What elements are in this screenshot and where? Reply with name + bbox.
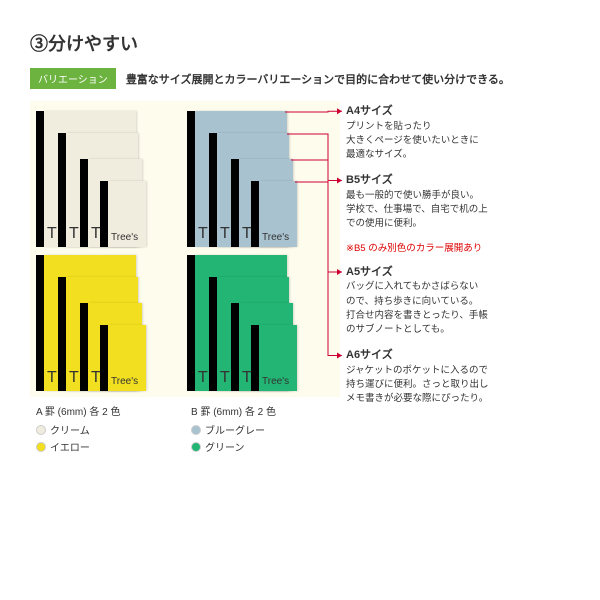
page-title: ③分けやすい bbox=[30, 30, 138, 56]
size-block: A5サイズバッグに入れてもかさばらない ので、持ち歩きに向いている。 打合せ内容… bbox=[346, 264, 580, 338]
notebook-brand-label: Tree's bbox=[262, 376, 289, 387]
col-a-label: A 罫 (6mm) 各 2 色 bbox=[36, 403, 185, 418]
notebook-spine bbox=[80, 159, 88, 247]
legend-b: ブルーグレーグリーン bbox=[191, 422, 340, 454]
size-desc: プリントを貼ったり 大きくページを使いたいときに 最適なサイズ。 bbox=[346, 120, 580, 163]
size-title: A4サイズ bbox=[346, 103, 580, 120]
cell-cream: TTTTree's bbox=[36, 107, 183, 247]
cell-bluegray: TTTTree's bbox=[187, 107, 334, 247]
notebook-cover: Tree's bbox=[108, 325, 146, 391]
notebook-t-label: T bbox=[69, 225, 79, 243]
size-desc: バッグに入れてもかさばらない ので、持ち歩きに向いている。 打合せ内容を書きとっ… bbox=[346, 280, 580, 337]
col-b-label: B 罫 (6mm) 各 2 色 bbox=[191, 403, 340, 418]
notebook-spine bbox=[36, 111, 44, 247]
notebook-t-label: T bbox=[220, 225, 230, 243]
size-title: A5サイズ bbox=[346, 264, 580, 281]
size-block: A6サイズジャケットのポケットに入るので 持ち運びに便利。さっと取り出し メモ書… bbox=[346, 347, 580, 406]
variation-badge: バリエーション bbox=[30, 68, 116, 89]
color-swatch bbox=[36, 425, 46, 435]
notebook-spine bbox=[36, 255, 44, 391]
notebook-t-label: T bbox=[198, 225, 208, 243]
size-title: A6サイズ bbox=[346, 347, 580, 364]
notebook-cover: Tree's bbox=[259, 325, 297, 391]
notebook-t-label: T bbox=[198, 369, 208, 387]
legend-label: ブルーグレー bbox=[205, 422, 265, 437]
note-red: ※B5 のみ別色のカラー展開あり bbox=[346, 242, 580, 256]
notebook-spine bbox=[209, 277, 217, 391]
size-block: A4サイズプリントを貼ったり 大きくページを使いたいときに 最適なサイズ。 bbox=[346, 103, 580, 162]
notebook-t-label: T bbox=[47, 369, 57, 387]
legend-row: ブルーグレー bbox=[191, 422, 340, 437]
color-swatch bbox=[36, 442, 46, 452]
notebook-brand-label: Tree's bbox=[111, 376, 138, 387]
notebook-spine bbox=[80, 303, 88, 391]
notebook-spine bbox=[251, 181, 259, 247]
notebook-spine bbox=[58, 277, 66, 391]
notebook-spine bbox=[251, 325, 259, 391]
notebook-spine bbox=[231, 159, 239, 247]
cell-yellow: TTTTree's bbox=[36, 251, 183, 391]
size-descriptions: A4サイズプリントを貼ったり 大きくページを使いたいときに 最適なサイズ。 B5サ… bbox=[346, 101, 580, 454]
notebook-spine bbox=[58, 133, 66, 247]
notebook-brand-label: Tree's bbox=[262, 232, 289, 243]
subtitle: 豊富なサイズ展開とカラーバリエーションで目的に合わせて使い分けできる。 bbox=[126, 71, 510, 87]
notebook-spine bbox=[187, 255, 195, 391]
notebook: Tree's bbox=[100, 181, 146, 247]
size-title: B5サイズ bbox=[346, 172, 580, 189]
legend-label: グリーン bbox=[205, 439, 245, 454]
size-desc: 最も一般的で使い勝手が良い。 学校で、仕事場で、自宅で机の上 での使用に便利。 bbox=[346, 189, 580, 232]
notebook: Tree's bbox=[100, 325, 146, 391]
notebook-cover: Tree's bbox=[259, 181, 297, 247]
notebook: Tree's bbox=[251, 325, 297, 391]
color-swatch bbox=[191, 442, 201, 452]
notebook-cover: Tree's bbox=[108, 181, 146, 247]
size-desc: ジャケットのポケットに入るので 持ち運びに便利。さっと取り出し メモ書きが必要な… bbox=[346, 364, 580, 407]
legend-row: グリーン bbox=[191, 439, 340, 454]
color-swatch bbox=[191, 425, 201, 435]
legend-a: クリームイエロー bbox=[36, 422, 185, 454]
notebook-t-label: T bbox=[69, 369, 79, 387]
legend-row: クリーム bbox=[36, 422, 185, 437]
cell-green: TTTTree's bbox=[187, 251, 334, 391]
notebook-spine bbox=[100, 181, 108, 247]
notebook-spine bbox=[100, 325, 108, 391]
notebook-grid: TTTTree's TTTTree's TTTTree's TTTTree's bbox=[30, 101, 340, 397]
legend-label: イエロー bbox=[50, 439, 90, 454]
notebook-spine bbox=[187, 111, 195, 247]
notebook-t-label: T bbox=[220, 369, 230, 387]
notebook-spine bbox=[209, 133, 217, 247]
notebook-spine bbox=[231, 303, 239, 391]
legend-label: クリーム bbox=[50, 422, 90, 437]
notebook-brand-label: Tree's bbox=[111, 232, 138, 243]
legend-row: イエロー bbox=[36, 439, 185, 454]
notebook-t-label: T bbox=[47, 225, 57, 243]
size-block: B5サイズ最も一般的で使い勝手が良い。 学校で、仕事場で、自宅で机の上 での使用… bbox=[346, 172, 580, 231]
notebook: Tree's bbox=[251, 181, 297, 247]
